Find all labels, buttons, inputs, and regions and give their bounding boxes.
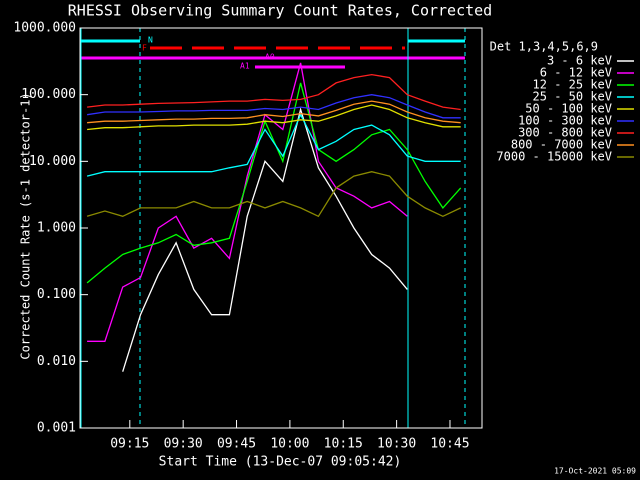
- footer: 17-Oct-2021 05:09: [554, 467, 636, 476]
- series-line: [87, 94, 461, 119]
- legend-label: 7000 - 15000 keV: [496, 150, 612, 164]
- y-axis-label: Corrected Count Rate (s-1 detector-1): [19, 92, 33, 359]
- y-tick-label: 0.100: [37, 287, 76, 302]
- x-tick-label: 09:15: [110, 437, 149, 452]
- x-axis-label: Start Time (13-Dec-07 09:05:42): [159, 455, 402, 470]
- y-tick-label: 100.000: [21, 87, 76, 102]
- series-line: [86, 171, 461, 218]
- y-tick-label: 10.000: [29, 154, 76, 169]
- markers: [80, 28, 466, 428]
- legend-label: 12 - 25 keV: [533, 78, 612, 92]
- legend-label: 6 - 12 keV: [540, 66, 612, 80]
- legend-label: 800 - 7000 keV: [511, 138, 612, 152]
- legend-label: 3 - 6 keV: [547, 54, 612, 68]
- series-line: [86, 113, 461, 177]
- y-tick-label: 1000.000: [13, 21, 76, 36]
- chart-title: RHESSI Observing Summary Count Rates, Co…: [68, 2, 492, 20]
- x-tick-label: 10:45: [430, 437, 469, 452]
- x-tick-label: 09:45: [217, 437, 256, 452]
- series-line: [86, 82, 462, 284]
- flag-label: A0: [265, 53, 275, 62]
- x-tick-label: 09:30: [164, 437, 203, 452]
- legend-label: 100 - 300 keV: [518, 114, 612, 128]
- flag-label: A1: [240, 62, 250, 71]
- y-tick-label: 1.000: [37, 221, 76, 236]
- legend-title: Det 1,3,4,5,6,9: [490, 40, 598, 54]
- series-line: [87, 104, 461, 131]
- legend-label: 25 - 50 keV: [533, 90, 612, 104]
- legend-label: 50 - 100 keV: [525, 102, 612, 116]
- series-line: [87, 73, 461, 111]
- x-tick-label: 10:00: [270, 437, 309, 452]
- flag-label: N: [148, 36, 153, 45]
- flag-label: F: [142, 44, 147, 53]
- series-line: [87, 100, 461, 124]
- y-tick-label: 0.010: [37, 354, 76, 369]
- flags: N F A0 A1: [80, 36, 465, 71]
- y-tick-label: 0.001: [37, 421, 76, 436]
- x-tick-label: 10:30: [377, 437, 416, 452]
- x-tick-label: 10:15: [324, 437, 363, 452]
- legend-label: 300 - 800 keV: [518, 126, 612, 140]
- series-line: [122, 107, 408, 372]
